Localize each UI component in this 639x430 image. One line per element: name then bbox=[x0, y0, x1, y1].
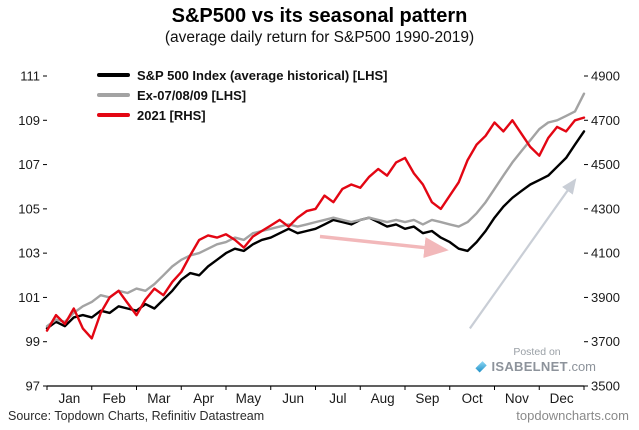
right-axis-tick-label: 4300 bbox=[591, 201, 620, 216]
watermark-posted-on: Posted on bbox=[513, 346, 561, 358]
source-note: Source: Topdown Charts, Refinitiv Datast… bbox=[8, 409, 265, 423]
month-tick-label: Oct bbox=[462, 391, 483, 406]
left-axis-tick-label: 105 bbox=[18, 201, 40, 216]
right-axis-tick-label: 4100 bbox=[591, 246, 620, 261]
series-line-2021-rhs bbox=[45, 116, 586, 340]
legend-swatch-gray-line bbox=[97, 93, 130, 97]
watermark-row: ISABELNET .com bbox=[475, 359, 596, 374]
left-axis-tick-label: 99 bbox=[26, 334, 40, 349]
month-tick-label: Aug bbox=[371, 391, 395, 406]
right-axis-tick-label: 4900 bbox=[591, 69, 620, 84]
site-url: topdowncharts.com bbox=[516, 408, 629, 423]
month-tick-label: Jul bbox=[329, 391, 346, 406]
right-axis-tick-label: 4500 bbox=[591, 157, 620, 172]
right-axis-tick-label: 4700 bbox=[591, 113, 620, 128]
left-axis-tick-label: 109 bbox=[18, 113, 40, 128]
month-tick-label: Apr bbox=[193, 391, 215, 406]
right-axis-tick-label: 3500 bbox=[591, 379, 620, 394]
right-axis-tick-label: 3700 bbox=[591, 334, 620, 349]
annotation-arrow bbox=[468, 178, 577, 330]
left-axis-tick-label: 103 bbox=[18, 246, 40, 261]
left-axis-tick-label: 101 bbox=[18, 290, 40, 305]
legend-label: S&P 500 Index (average historical) [LHS] bbox=[137, 67, 388, 83]
chart-subtitle: (average daily return for S&P500 1990-20… bbox=[164, 29, 475, 46]
watermark-name: ISABELNET bbox=[491, 359, 568, 374]
right-axis-tick-label: 3900 bbox=[591, 290, 620, 305]
watermark-suffix: .com bbox=[567, 359, 596, 374]
legend-item: Ex-07/08/09 [LHS] bbox=[97, 85, 387, 105]
legend-item: S&P 500 Index (average historical) [LHS] bbox=[97, 65, 387, 85]
left-axis-tick-label: 107 bbox=[18, 157, 40, 172]
month-tick-label: Mar bbox=[147, 391, 171, 406]
month-tick-label: Dec bbox=[550, 391, 574, 406]
series-line-ex-07-08-09-lhs bbox=[45, 92, 586, 328]
month-tick-label: Feb bbox=[102, 391, 125, 406]
chart-title: S&P500 vs its seasonal pattern bbox=[171, 5, 468, 27]
month-tick-label: Jan bbox=[58, 391, 80, 406]
month-tick-label: May bbox=[236, 391, 262, 406]
isabelnet-watermark: Posted on ISABELNET .com bbox=[475, 346, 596, 374]
month-tick-label: Jun bbox=[282, 391, 304, 406]
legend-swatch-black-line bbox=[97, 73, 130, 77]
month-tick-label: Sep bbox=[415, 391, 439, 406]
series-line-s-p-500-index-average-historical-lhs bbox=[45, 130, 586, 330]
month-tick-label: Nov bbox=[505, 391, 529, 406]
legend-label: 2021 [RHS] bbox=[137, 107, 206, 123]
annotation-arrow bbox=[319, 234, 449, 259]
isabelnet-diamond-logo-icon bbox=[475, 360, 488, 373]
left-axis-tick-label: 111 bbox=[20, 69, 40, 84]
legend-item: 2021 [RHS] bbox=[97, 105, 387, 125]
legend-swatch-red-line bbox=[97, 113, 130, 117]
left-axis-tick-label: 97 bbox=[26, 379, 40, 394]
legend: S&P 500 Index (average historical) [LHS]… bbox=[97, 65, 387, 125]
legend-label: Ex-07/08/09 [LHS] bbox=[137, 87, 247, 103]
